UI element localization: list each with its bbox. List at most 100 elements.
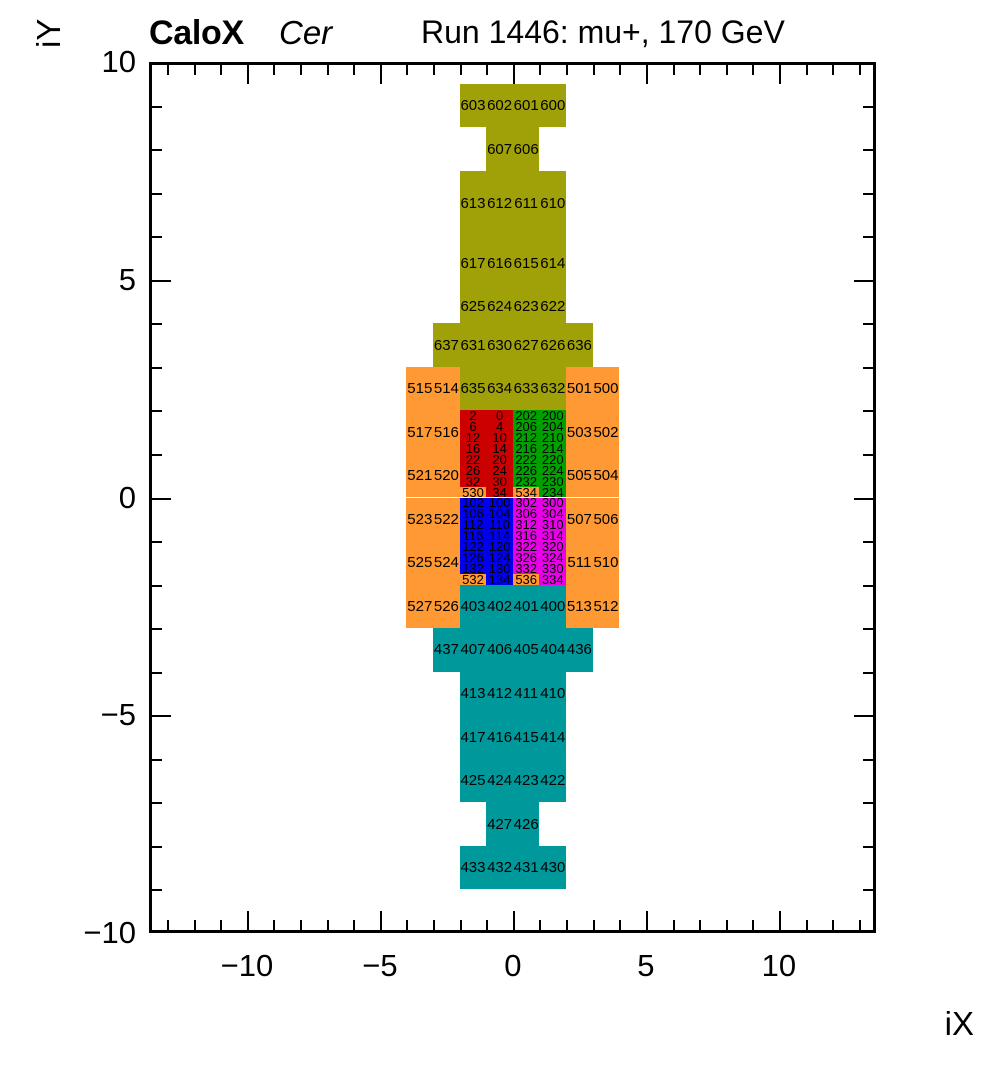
detector-core-cell[interactable]: 34 [486, 486, 513, 498]
detector-core-cell[interactable]: 204 [539, 421, 567, 433]
detector-core-cell[interactable]: 222 [512, 453, 540, 465]
detector-cell[interactable]: 515 [406, 366, 434, 411]
detector-cell[interactable]: 627 [512, 323, 540, 367]
detector-cell[interactable]: 405 [512, 628, 540, 672]
detector-cell[interactable]: 622 [539, 290, 567, 324]
detector-core-cell[interactable]: 106 [459, 508, 487, 520]
detector-core-cell[interactable]: 16 [459, 443, 487, 454]
detector-core-cell[interactable]: 332 [512, 562, 540, 574]
detector-core-cell[interactable]: 100 [486, 497, 513, 509]
detector-core-cell[interactable]: 132 [459, 562, 487, 574]
detector-cell[interactable]: 505 [566, 453, 593, 498]
detector-cell[interactable]: 634 [486, 366, 513, 411]
detector-cell[interactable]: 402 [486, 584, 513, 629]
detector-cell[interactable]: 630 [486, 323, 513, 367]
detector-core-cell[interactable]: 230 [539, 475, 567, 487]
detector-core-cell[interactable]: 102 [459, 497, 487, 509]
detector-cell[interactable]: 400 [539, 584, 567, 629]
detector-core-cell[interactable]: 124 [486, 551, 513, 563]
detector-cell[interactable]: 610 [539, 170, 567, 237]
detector-cell[interactable]: 523 [406, 497, 434, 542]
detector-core-cell[interactable]: 20 [486, 453, 513, 465]
detector-cell[interactable]: 422 [539, 758, 567, 803]
detector-core-cell[interactable]: 120 [486, 541, 513, 552]
detector-core-cell[interactable]: 126 [459, 551, 487, 563]
detector-cell[interactable]: 600 [539, 83, 567, 128]
detector-core-cell[interactable]: 30 [486, 475, 513, 487]
detector-cell[interactable]: 613 [459, 170, 487, 237]
detector-cell[interactable]: 512 [592, 584, 620, 629]
detector-core-cell[interactable]: 312 [512, 519, 540, 531]
detector-core-cell[interactable]: 2 [459, 410, 487, 422]
detector-core-cell[interactable]: 130 [486, 562, 513, 574]
detector-cell[interactable]: 507 [566, 497, 593, 542]
detector-core-cell[interactable]: 134 [486, 573, 513, 585]
detector-cell[interactable]: 513 [566, 584, 593, 629]
detector-cell[interactable]: 503 [566, 410, 593, 454]
detector-core-cell[interactable]: 232 [512, 475, 540, 487]
detector-cell[interactable]: 412 [486, 671, 513, 716]
detector-core-cell[interactable]: 104 [486, 508, 513, 520]
detector-cell[interactable]: 527 [406, 584, 434, 629]
detector-cell[interactable]: 510 [592, 541, 620, 585]
detector-cell[interactable]: 606 [512, 127, 540, 171]
detector-cell[interactable]: 404 [539, 628, 567, 672]
detector-cell[interactable]: 521 [406, 453, 434, 498]
detector-cell[interactable]: 430 [539, 845, 567, 890]
detector-cell[interactable]: 401 [512, 584, 540, 629]
detector-core-cell[interactable]: 112 [459, 519, 487, 531]
detector-cell[interactable]: 522 [433, 497, 460, 542]
detector-cell[interactable]: 501 [566, 366, 593, 411]
detector-cell[interactable]: 511 [566, 541, 593, 585]
detector-core-cell[interactable]: 530 [459, 486, 487, 498]
detector-cell[interactable]: 407 [459, 628, 487, 672]
detector-core-cell[interactable]: 110 [486, 519, 513, 531]
detector-core-cell[interactable]: 320 [539, 541, 567, 552]
detector-cell[interactable]: 615 [512, 236, 540, 291]
detector-cell[interactable]: 500 [592, 366, 620, 411]
detector-core-cell[interactable]: 202 [512, 410, 540, 422]
detector-core-cell[interactable]: 536 [512, 573, 540, 585]
detector-core-cell[interactable]: 324 [539, 551, 567, 563]
detector-core-cell[interactable]: 334 [539, 573, 567, 585]
detector-cell[interactable]: 636 [566, 323, 593, 367]
detector-core-cell[interactable]: 114 [486, 530, 513, 542]
detector-core-cell[interactable]: 534 [512, 486, 540, 498]
detector-core-cell[interactable]: 210 [539, 432, 567, 444]
detector-cell[interactable]: 414 [539, 715, 567, 759]
detector-cell[interactable]: 411 [512, 671, 540, 716]
detector-cell[interactable]: 403 [459, 584, 487, 629]
detector-core-cell[interactable]: 200 [539, 410, 567, 422]
detector-cell[interactable]: 436 [566, 628, 593, 672]
detector-core-cell[interactable]: 12 [459, 432, 487, 444]
detector-core-cell[interactable]: 310 [539, 519, 567, 531]
detector-core-cell[interactable]: 26 [459, 464, 487, 476]
detector-cell[interactable]: 423 [512, 758, 540, 803]
detector-cell[interactable]: 425 [459, 758, 487, 803]
detector-cell[interactable]: 524 [433, 541, 460, 585]
detector-core-cell[interactable]: 206 [512, 421, 540, 433]
detector-cell[interactable]: 502 [592, 410, 620, 454]
detector-cell[interactable]: 633 [512, 366, 540, 411]
detector-core-cell[interactable]: 314 [539, 530, 567, 542]
detector-cell[interactable]: 635 [459, 366, 487, 411]
detector-cell[interactable]: 520 [433, 453, 460, 498]
detector-cell[interactable]: 437 [433, 628, 460, 672]
detector-cell[interactable]: 526 [433, 584, 460, 629]
detector-core-cell[interactable]: 6 [459, 421, 487, 433]
detector-core-cell[interactable]: 322 [512, 541, 540, 552]
detector-cell[interactable]: 616 [486, 236, 513, 291]
detector-core-cell[interactable]: 4 [486, 421, 513, 433]
detector-cell[interactable]: 525 [406, 541, 434, 585]
detector-cell[interactable]: 416 [486, 715, 513, 759]
detector-cell[interactable]: 417 [459, 715, 487, 759]
detector-cell[interactable]: 614 [539, 236, 567, 291]
detector-core-cell[interactable]: 14 [486, 443, 513, 454]
detector-cell[interactable]: 415 [512, 715, 540, 759]
detector-core-cell[interactable]: 532 [459, 573, 487, 585]
detector-cell[interactable]: 426 [512, 802, 540, 846]
detector-cell[interactable]: 625 [459, 290, 487, 324]
detector-cell[interactable]: 632 [539, 366, 567, 411]
detector-cell[interactable]: 637 [433, 323, 460, 367]
detector-cell[interactable]: 601 [512, 83, 540, 128]
